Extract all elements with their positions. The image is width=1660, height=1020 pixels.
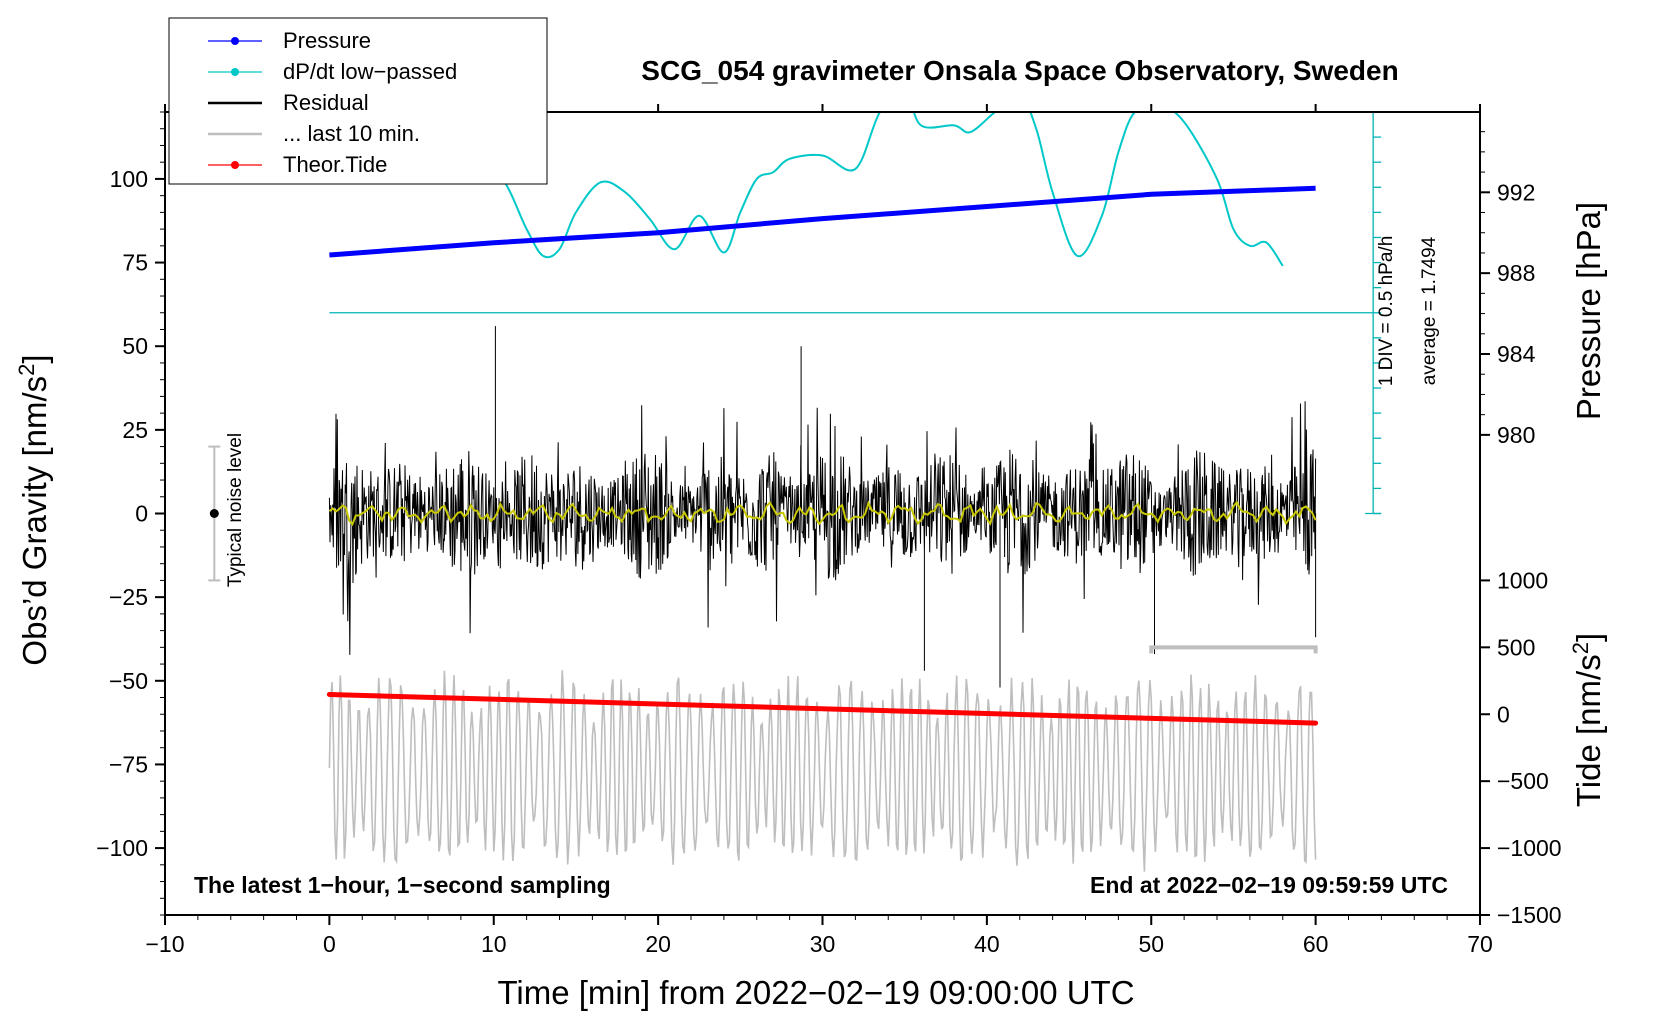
y-tick-label-left: −25 (109, 584, 148, 610)
x-tick-label: 50 (1138, 931, 1164, 957)
x-tick-label: 70 (1467, 931, 1493, 957)
legend-swatch-dot (231, 161, 239, 169)
y-tick-label-tide: −1500 (1497, 902, 1562, 928)
y-tick-label-tide: 500 (1497, 634, 1535, 660)
x-axis-title: Time [min] from 2022−02−19 09:00:00 UTC (497, 974, 1134, 1011)
y-tick-label-left: 50 (122, 333, 148, 359)
y-tick-label-tide: 1000 (1497, 567, 1548, 593)
annotation-layer (208, 111, 1382, 654)
x-tick-label: −10 (145, 931, 184, 957)
y-axis-title-left: Obs’d Gravity [nm/s2] (14, 354, 53, 665)
legend-box (168, 17, 548, 185)
y-tick-label-pressure: 992 (1497, 179, 1535, 205)
y-tick-label-pressure: 984 (1497, 341, 1536, 367)
series-residual-line (328, 326, 1317, 688)
legend-label-residual: Residual (283, 90, 369, 115)
y-axis-title-left-sup: 2 (14, 364, 39, 376)
series-residual-lowpass-line (328, 500, 1317, 527)
series-pressure-line (329, 185, 1316, 258)
x-tick-label: 10 (481, 931, 507, 957)
bottom-right-note: End at 2022−02−19 09:59:59 UTC (1090, 872, 1448, 898)
legend-label-pressure: Pressure (283, 28, 371, 53)
legend-swatches (208, 37, 262, 169)
last10-bracket (1149, 645, 1318, 654)
y-tick-label-left: 75 (122, 250, 148, 276)
y-tick-label-pressure: 980 (1497, 422, 1535, 448)
x-tick-label: 30 (810, 931, 836, 957)
series-tide-line (326, 691, 1319, 726)
y-tick-label-tide: −1000 (1497, 835, 1562, 861)
legend-label-last10: ... last 10 min. (283, 121, 420, 146)
tide-axis-title-main: Tide [nm/s (1570, 654, 1607, 807)
cyan-scale-label: 1 DIV = 0.5 hPa/h (1376, 236, 1397, 387)
noise-level-label: Typical noise level (225, 433, 246, 587)
y-tick-label-pressure: 988 (1497, 260, 1535, 286)
series-layer (326, 112, 1319, 872)
legend-swatch-dot (231, 37, 239, 45)
y-tick-label-left: 25 (122, 417, 148, 443)
tide-axis-title: Tide [nm/s2] (1568, 633, 1607, 807)
y-tick-label-left: −75 (109, 751, 148, 777)
legend: Pressure dP/dt low−passed Residual ... l… (168, 17, 548, 185)
y-axis-title-left-main: Obs’d Gravity [nm/s (16, 376, 53, 666)
legend-label-dpdt: dP/dt low−passed (283, 59, 457, 84)
x-tick-label: 20 (645, 931, 671, 957)
pressure-axis-title: Pressure [hPa] (1570, 202, 1607, 420)
bottom-left-note: The latest 1−hour, 1−second sampling (194, 872, 611, 898)
legend-swatch-dot (231, 68, 239, 76)
series-last10-line (328, 670, 1317, 872)
axes-layer: −10 0 10 20 30 40 50 60 701007550250−25−50−75−10… (96, 104, 1562, 957)
noise-center-dot (209, 509, 219, 518)
tide-axis-title-end: ] (1570, 633, 1607, 642)
series-dpdt-line (477, 112, 1284, 267)
x-tick-label: 40 (974, 931, 1000, 957)
legend-label-tide: Theor.Tide (283, 152, 387, 177)
x-tick-label: 60 (1303, 931, 1329, 957)
y-tick-label-tide: 0 (1497, 701, 1510, 727)
tide-axis-title-sup: 2 (1568, 642, 1593, 654)
y-tick-label-left: −100 (96, 835, 148, 861)
x-tick-label: 0 (323, 931, 336, 957)
y-axis-title-left-end: ] (16, 354, 53, 363)
y-tick-label-left: 0 (135, 501, 148, 527)
cyan-average-label: average = 1.7494 (1419, 236, 1440, 385)
y-tick-label-left: −50 (109, 668, 148, 694)
chart-title: SCG_054 gravimeter Onsala Space Observat… (641, 55, 1398, 86)
y-tick-label-left: 100 (110, 166, 148, 192)
y-tick-label-tide: −500 (1497, 768, 1549, 794)
